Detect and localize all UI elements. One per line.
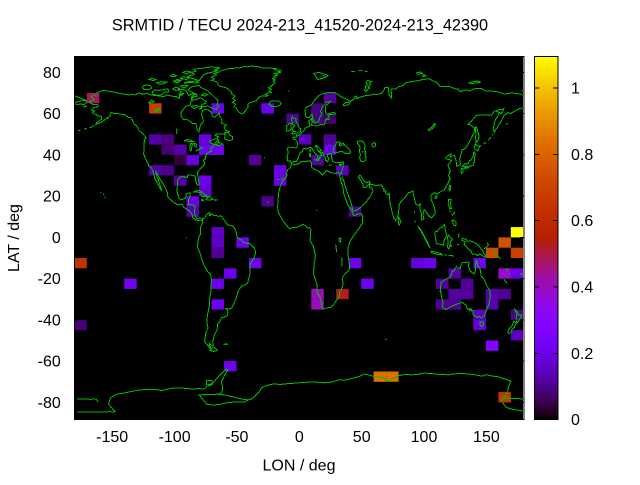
svg-text:20: 20 bbox=[43, 189, 61, 206]
svg-text:40: 40 bbox=[43, 147, 61, 164]
svg-text:0: 0 bbox=[571, 412, 580, 429]
svg-text:0.6: 0.6 bbox=[571, 213, 593, 230]
svg-text:150: 150 bbox=[473, 429, 500, 446]
svg-text:0: 0 bbox=[295, 429, 304, 446]
svg-text:-60: -60 bbox=[38, 354, 61, 371]
svg-text:0.4: 0.4 bbox=[571, 280, 593, 297]
svg-text:0: 0 bbox=[52, 230, 61, 247]
svg-text:60: 60 bbox=[43, 106, 61, 123]
svg-text:-50: -50 bbox=[225, 429, 248, 446]
svg-text:100: 100 bbox=[411, 429, 438, 446]
svg-text:80: 80 bbox=[43, 65, 61, 82]
svg-text:0.8: 0.8 bbox=[571, 147, 593, 164]
svg-text:LON / deg: LON / deg bbox=[263, 458, 336, 475]
svg-text:-20: -20 bbox=[38, 271, 61, 288]
svg-text:-80: -80 bbox=[38, 395, 61, 412]
svg-text:-150: -150 bbox=[96, 429, 128, 446]
svg-text:LAT / deg: LAT / deg bbox=[6, 204, 23, 272]
svg-text:-100: -100 bbox=[159, 429, 191, 446]
svg-text:SRMTID / TECU 2024-213_41520-2: SRMTID / TECU 2024-213_41520-2024-213_42… bbox=[112, 17, 488, 35]
svg-text:1: 1 bbox=[571, 81, 580, 98]
svg-text:50: 50 bbox=[353, 429, 371, 446]
svg-text:0.2: 0.2 bbox=[571, 346, 593, 363]
svg-text:-40: -40 bbox=[38, 312, 61, 329]
